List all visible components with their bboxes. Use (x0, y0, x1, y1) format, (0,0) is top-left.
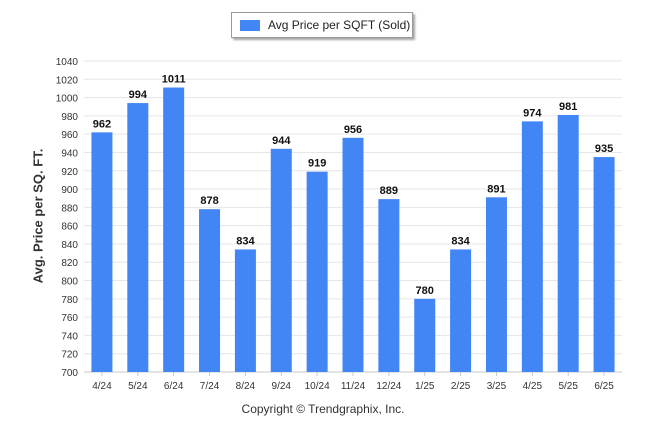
y-tick-label: 980 (61, 112, 78, 123)
copyright-text: Copyright © Trendgraphix, Inc. (241, 402, 405, 416)
y-tick-label: 920 (61, 167, 78, 178)
x-tick-label: 9/24 (272, 381, 292, 392)
x-tick-label: 5/24 (128, 381, 148, 392)
data-label: 1011 (162, 74, 186, 86)
data-label: 962 (93, 118, 111, 130)
x-tick-label: 3/25 (487, 381, 507, 392)
data-label: 878 (200, 195, 218, 207)
x-tick-label: 1/25 (415, 381, 435, 392)
bar (91, 132, 113, 372)
x-tick-label: 4/24 (92, 381, 112, 392)
y-tick-label: 740 (61, 331, 78, 342)
y-tick-label: 780 (61, 295, 78, 306)
y-tick-label: 720 (61, 350, 78, 361)
x-tick-label: 4/25 (523, 381, 543, 392)
bar (234, 249, 256, 372)
data-label: 956 (344, 124, 362, 136)
y-tick-label: 800 (61, 277, 78, 288)
x-tick-label: 12/24 (376, 381, 401, 392)
data-label: 935 (595, 143, 613, 155)
data-label: 919 (308, 158, 326, 170)
bar (593, 157, 615, 372)
bar (450, 249, 472, 372)
y-tick-label: 820 (61, 258, 78, 269)
x-tick-label: 2/25 (451, 381, 471, 392)
x-tick-label: 6/25 (594, 381, 614, 392)
y-tick-label: 900 (61, 185, 78, 196)
y-tick-label: 1040 (56, 57, 79, 68)
bar (414, 298, 436, 372)
bar (378, 199, 400, 372)
bar (163, 87, 185, 372)
y-tick-label: 1000 (56, 94, 79, 105)
data-label: 891 (487, 183, 505, 195)
legend: Avg Price per SQFT (Sold) (231, 12, 413, 38)
bar (199, 209, 221, 372)
data-label: 780 (416, 285, 434, 297)
bar (342, 137, 364, 372)
data-label: 994 (129, 89, 148, 101)
x-tick-label: 11/24 (341, 381, 366, 392)
data-label: 981 (559, 101, 577, 113)
y-tick-label: 940 (61, 148, 78, 159)
y-tick-label: 700 (61, 368, 78, 379)
legend-label: Avg Price per SQFT (Sold) (268, 18, 411, 32)
y-tick-label: 760 (61, 313, 78, 324)
x-tick-label: 7/24 (200, 381, 220, 392)
bar (127, 103, 149, 372)
data-label: 834 (236, 235, 255, 247)
y-tick-label: 880 (61, 203, 78, 214)
data-label: 834 (451, 235, 470, 247)
data-label: 889 (380, 185, 398, 197)
bar (306, 171, 328, 372)
x-tick-label: 5/25 (558, 381, 578, 392)
data-label: 944 (272, 135, 291, 147)
y-tick-label: 840 (61, 240, 78, 251)
data-label: 974 (523, 107, 542, 119)
bar (557, 114, 579, 372)
legend-swatch (240, 19, 260, 31)
bar (485, 197, 507, 372)
x-tick-label: 6/24 (164, 381, 184, 392)
bar (521, 121, 543, 372)
y-tick-label: 1020 (56, 75, 79, 86)
y-tick-label: 960 (61, 130, 78, 141)
x-tick-label: 10/24 (305, 381, 330, 392)
y-tick-label: 860 (61, 222, 78, 233)
bar (270, 148, 292, 372)
x-tick-label: 8/24 (236, 381, 256, 392)
